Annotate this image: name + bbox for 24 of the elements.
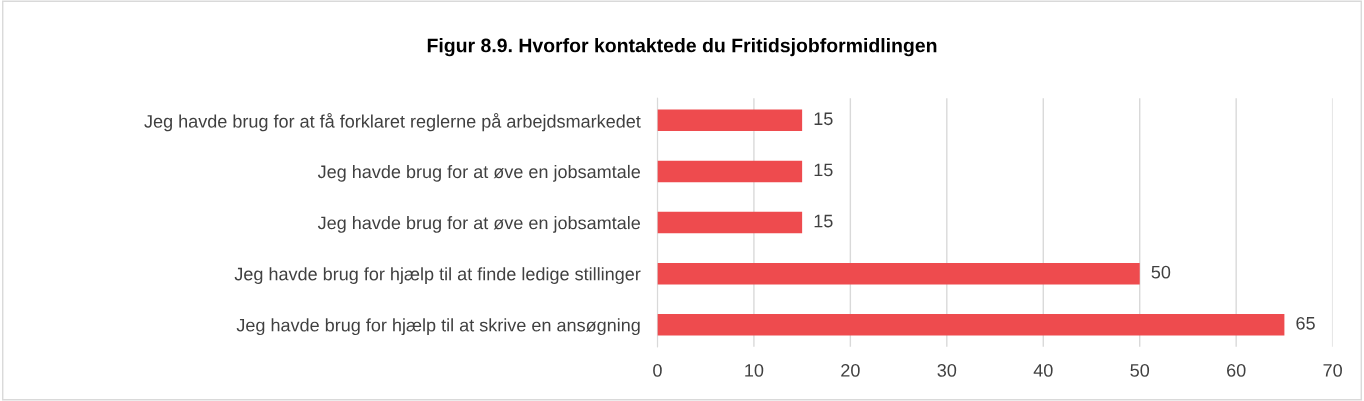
data-label: 50	[1151, 265, 1171, 279]
x-tick-label: 40	[1033, 364, 1053, 377]
data-label: 65	[1296, 316, 1315, 330]
x-tick-label: 70	[1323, 364, 1342, 377]
x-tick-label: 10	[745, 364, 764, 377]
x-tick-label: 60	[1227, 364, 1246, 377]
data-label: 15	[814, 214, 833, 228]
y-tick-label: Jeg havde brug for hjælp til at skrive en ansøgning	[236, 318, 640, 336]
bar	[657, 314, 1285, 336]
x-tick-label: 30	[937, 364, 957, 377]
x-tick-label: 20	[841, 364, 860, 377]
data-label: 15	[814, 112, 833, 126]
chart-title: Figur 8.9. Hvorfor kontaktede du Fritidsjobformidlingen	[427, 38, 937, 57]
data-label: 15	[814, 163, 833, 177]
y-tick-label: Jeg havde brug for at få forklaret reglerne på arbejdsmarkedet	[144, 113, 641, 132]
y-tick-label: Jeg havde brug for hjælp til at finde ledige stillinger	[234, 267, 641, 284]
bar	[657, 109, 803, 132]
x-tick-label: 0	[653, 364, 662, 377]
bar	[657, 262, 1140, 285]
x-tick-label: 50	[1130, 364, 1150, 377]
y-tick-label: Jeg havde brug for at øve en jobsamtale	[317, 216, 641, 233]
bar	[657, 211, 803, 234]
bar	[657, 160, 803, 183]
y-tick-label: Jeg havde brug for at øve en jobsamtale	[317, 164, 641, 182]
